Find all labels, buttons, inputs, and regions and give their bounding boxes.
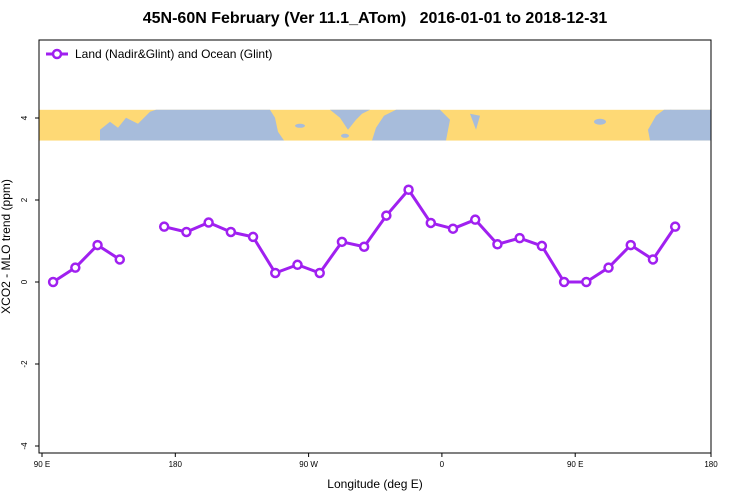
plot-points xyxy=(47,184,681,288)
data-point xyxy=(425,217,437,229)
data-point xyxy=(581,276,592,288)
data-point xyxy=(114,254,126,265)
legend: Land (Nadir&Glint) and Ocean (Glint) xyxy=(46,47,272,61)
data-point xyxy=(270,267,281,279)
x-tick-label: 180 xyxy=(169,460,183,469)
data-point xyxy=(92,239,103,251)
data-point xyxy=(336,236,348,248)
x-tick-label: 0 xyxy=(440,460,445,469)
world-map-strip xyxy=(39,109,711,141)
y-tick-label: 0 xyxy=(20,279,29,284)
data-point xyxy=(492,239,503,250)
x-axis-title: Longitude (deg E) xyxy=(327,477,422,491)
map-ocean-shape xyxy=(330,109,370,130)
map-water-detail xyxy=(341,133,349,138)
data-point xyxy=(314,267,325,279)
data-point xyxy=(603,262,614,273)
map-ocean-shape xyxy=(470,113,480,130)
y-tick-label: 2 xyxy=(20,197,29,202)
chart-title: 45N-60N February (Ver 11.1_ATom) 2016-01… xyxy=(142,10,608,27)
legend-swatch-marker xyxy=(51,48,63,60)
map-water-detail xyxy=(295,123,305,128)
x-tick-label: 90 E xyxy=(567,460,583,469)
data-point xyxy=(225,226,237,238)
data-point xyxy=(381,210,392,221)
y-tick-label: -4 xyxy=(20,442,29,450)
x-tick-label: 90 W xyxy=(299,460,318,469)
series-line xyxy=(163,188,677,284)
x-tick-label: 180 xyxy=(704,460,718,469)
y-axis-title: XCO2 - MLO trend (ppm) xyxy=(0,179,13,314)
map-ocean-shape xyxy=(100,109,284,141)
data-point xyxy=(358,241,370,252)
data-point xyxy=(647,254,659,265)
data-point xyxy=(181,226,192,238)
x-tick-label: 90 E xyxy=(34,460,50,469)
series-line xyxy=(52,243,121,284)
data-point xyxy=(536,240,548,252)
map-ocean-shape xyxy=(372,109,450,141)
legend-label: Land (Nadir&Glint) and Ocean (Glint) xyxy=(75,47,272,61)
axes: 90 E 180 90 W 0 90 E 180 -4 -2 0 2 4 Longitude (deg… xyxy=(0,115,718,491)
data-point xyxy=(47,276,59,288)
y-tick-label: 4 xyxy=(20,115,29,120)
data-point xyxy=(203,217,214,228)
data-point xyxy=(558,276,570,288)
data-point xyxy=(625,239,636,251)
data-point xyxy=(514,232,525,244)
data-point xyxy=(447,223,459,234)
data-point xyxy=(669,221,681,232)
map-ocean-shape xyxy=(670,109,700,120)
plot-lines xyxy=(52,188,677,284)
map-ocean-shape xyxy=(648,109,711,141)
data-point xyxy=(469,214,481,225)
data-point xyxy=(403,184,414,195)
data-point xyxy=(247,231,259,243)
data-point xyxy=(70,262,81,273)
map-water-detail xyxy=(594,118,606,125)
plot-frame xyxy=(38,39,712,454)
map-water-detail xyxy=(124,130,136,137)
y-tick-label: -2 xyxy=(20,360,29,368)
data-point xyxy=(158,221,170,232)
data-point xyxy=(292,259,303,271)
